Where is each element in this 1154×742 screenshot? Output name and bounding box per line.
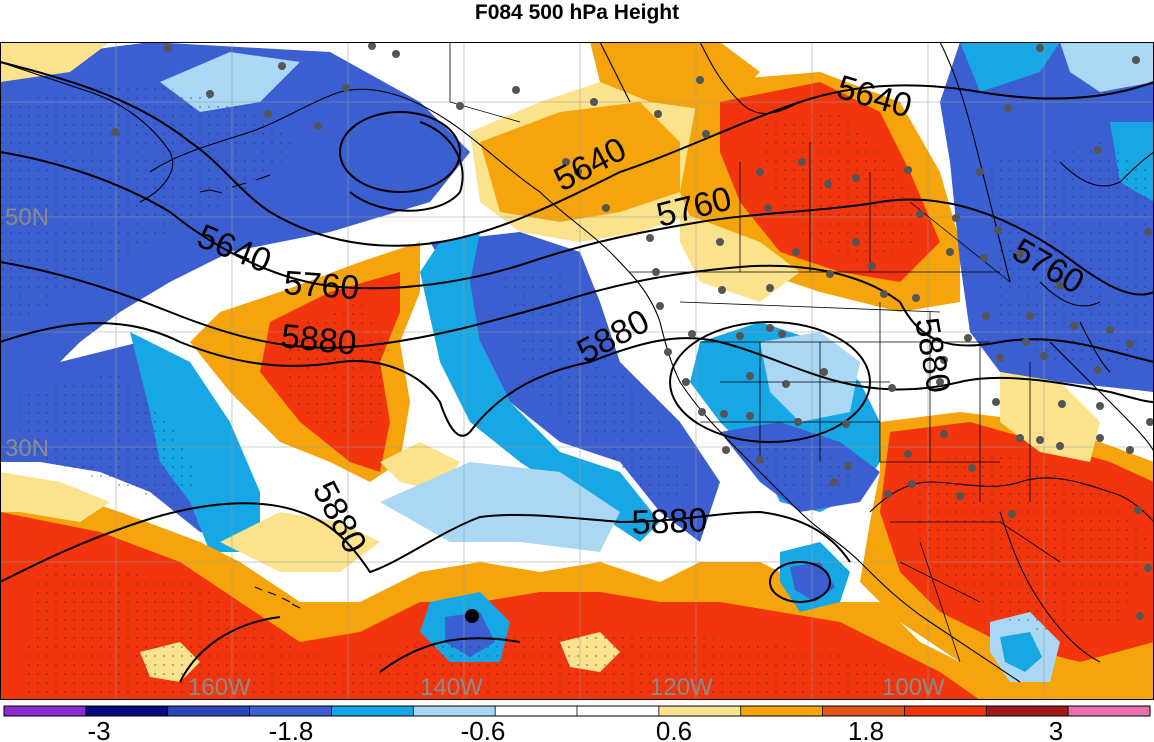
lon-label-120w: 120W [650,674,713,700]
station-markers [111,42,1154,620]
colorbar-tick-label: 3 [1049,716,1063,742]
colorbar-swatch [740,706,824,716]
colorbar-ticks: -3 -1.8 -0.6 0.6 1.8 3 [87,716,1063,742]
coastlines [0,42,1154,683]
colorbar-tick-label: -3 [87,716,110,742]
highlighted-point-marker [465,609,479,623]
contour-label-5880-west: 5880 [279,317,358,363]
islands [199,174,301,609]
colorbar-swatch [413,706,496,716]
colorbar-swatch [822,706,905,716]
colorbar-swatch [85,706,169,716]
colorbar-tick-label: -0.6 [461,716,506,742]
anomaly-map: 5640 5640 5640 5760 5760 5760 5880 5880 … [0,42,1154,700]
contour-label-5880-tropics: 5880 [631,501,708,542]
colorbar-swatch [658,706,742,716]
lon-label-160w: 160W [188,674,251,700]
colorbar-swatches [3,705,1151,717]
colorbar-swatch [1068,706,1151,716]
colorbar: -3 -1.8 -0.6 0.6 1.8 3 [3,705,1151,742]
map-title: F084 500 hPa Height [474,1,680,24]
colorbar-swatch [167,706,251,716]
colorbar-swatch [331,706,414,716]
lon-label-100w: 100W [882,674,945,700]
lat-label-50n: 50N [5,204,49,231]
colorbar-swatch [495,706,578,716]
colorbar-swatch [4,706,87,716]
colorbar-tick-label: 0.6 [656,716,692,742]
colorbar-tick-label: 1.8 [848,716,884,742]
graticule [0,42,1154,700]
graticule-labels: 50N 30N 160W 140W 120W 100W [5,204,945,700]
colorbar-swatch [986,706,1069,716]
anomaly-shading [0,42,1154,700]
contour-label-5760-west: 5760 [282,264,360,307]
colorbar-swatch [904,706,987,716]
height-contours [0,61,1154,683]
lon-label-140w: 140W [420,674,483,700]
colorbar-tick-label: -1.8 [269,716,314,742]
colorbar-swatch [577,706,660,716]
colorbar-swatch [249,706,332,716]
lat-label-30n: 30N [5,435,49,462]
